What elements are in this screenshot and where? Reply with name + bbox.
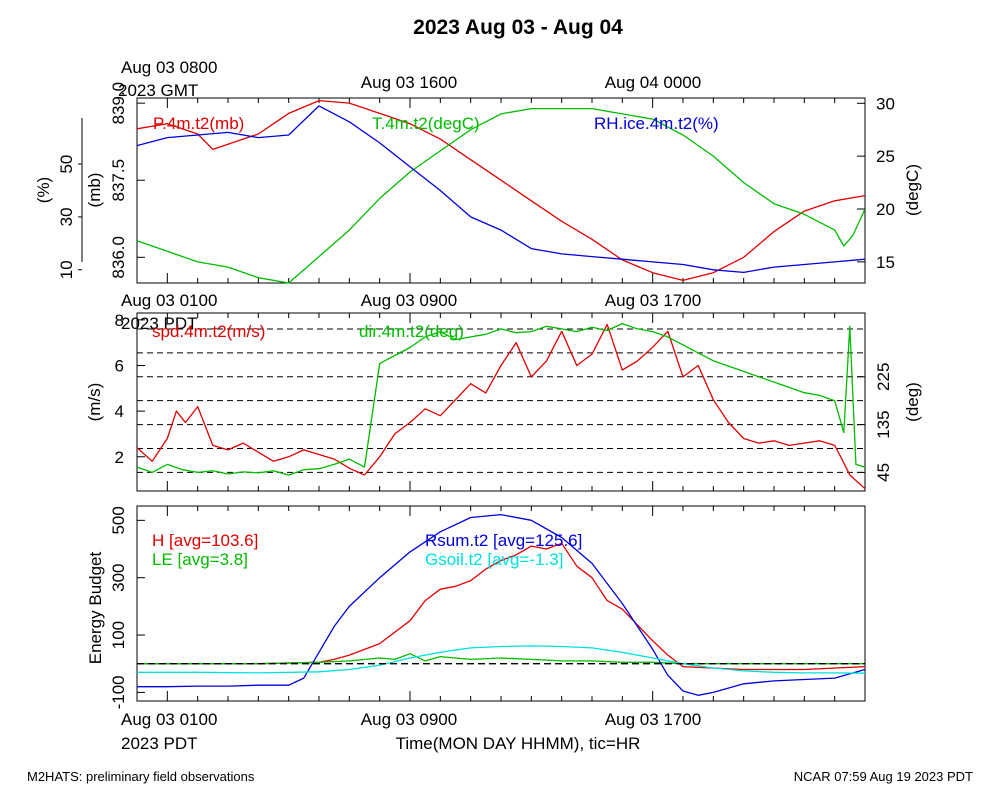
legend-speed: spd.4m.t2(m/s) <box>152 322 265 341</box>
legend-rsum-avg: [avg=125.6] <box>493 531 582 550</box>
legend-h-name: H <box>152 531 164 550</box>
speed-axis-label: (m/s) <box>85 383 104 422</box>
temperature-tick-label: 15 <box>876 253 895 272</box>
pdt-last-label: Aug 03 1700 <box>605 291 701 310</box>
pressure-axis-label: (mb) <box>85 173 104 208</box>
legend-gsoil-avg: [avg=-1.3] <box>487 550 563 569</box>
energy-tick-label: 500 <box>109 506 128 534</box>
speed-tick-label: 8 <box>115 311 124 330</box>
x-axis-title: Time(MON DAY HHMM), tic=HR <box>396 734 641 753</box>
pdt-mid-label: Aug 03 0900 <box>361 291 457 310</box>
direction-tick-label: 225 <box>874 363 893 391</box>
series-line-h <box>137 542 866 671</box>
series-line-gsoil-t2 <box>137 645 866 674</box>
gmt-mid-label: Aug 03 1600 <box>361 73 457 92</box>
footer-right: NCAR 07:59 Aug 19 2023 PDT <box>794 769 973 784</box>
legend-le-avg: [avg=3.8] <box>178 550 248 569</box>
temperature-tick-label: 30 <box>876 94 895 113</box>
legend-le-name: LE <box>152 550 173 569</box>
humidity-axis-label: (%) <box>34 177 53 203</box>
speed-tick-label: 4 <box>115 402 124 421</box>
panel-energy-budget: -100 100 300 500 Energy Budget H [avg=103.6… <box>86 505 866 709</box>
panel2-reference-lines <box>137 328 865 473</box>
legend-rsum: Rsum.t2 [avg=125.6] <box>425 531 582 550</box>
legend-gsoil: Gsoil.t2 [avg=-1.3] <box>425 550 563 569</box>
energy-axis-label: Energy Budget <box>86 551 105 664</box>
series-line-rh-ice-4m-t2 <box>136 105 866 274</box>
panel1-y-ticks: 836.0 837.5 839.0 10 30 50 15 20 25 30 <box>57 82 895 279</box>
panel-pressure-temperature-humidity: 836.0 837.5 839.0 10 30 50 15 20 25 30 (%) (mb) (… <box>34 82 922 284</box>
legend-h-avg: [avg=103.6] <box>169 531 258 550</box>
panel3-x-ticks <box>136 506 866 701</box>
direction-axis-label: (deg) <box>903 382 922 422</box>
bottom-zone-label: 2023 PDT <box>121 734 198 753</box>
panel1-series <box>136 99 866 284</box>
humidity-tick-label: 50 <box>57 155 76 174</box>
temperature-tick-label: 20 <box>876 200 895 219</box>
panel2-y-ticks: 2 4 6 8 45 135 225 <box>115 311 893 482</box>
bottom-mid-label: Aug 03 0900 <box>361 710 457 729</box>
legend-pressure: P.4m.t2(mb) <box>153 114 244 133</box>
legend-temperature: T.4m.t2(degC) <box>372 114 480 133</box>
series-line-spd-4m-t2-m-s <box>136 323 866 490</box>
humidity-tick-label: 10 <box>57 260 76 279</box>
panel3-y-ticks: -100 100 300 500 <box>109 506 145 709</box>
footer-left: M2HATS: preliminary field observations <box>27 769 255 784</box>
gmt-last-label: Aug 04 0000 <box>605 73 701 92</box>
series-line-t-4m-t2-degc <box>136 107 866 284</box>
pressure-tick-label: 839.0 <box>109 82 128 125</box>
panel2-x-ticks <box>136 313 866 491</box>
gmt-first-label: Aug 03 0800 <box>121 58 217 77</box>
direction-tick-label: 45 <box>874 463 893 482</box>
legend-h: H [avg=103.6] <box>152 531 258 550</box>
direction-tick-label: 135 <box>874 410 893 438</box>
speed-tick-label: 6 <box>115 356 124 375</box>
pdt-zone-label: 2023 PDT <box>121 314 198 333</box>
panel3-series <box>137 513 866 696</box>
energy-tick-label: 300 <box>109 564 128 592</box>
legend-le: LE [avg=3.8] <box>152 550 248 569</box>
energy-tick-label: 100 <box>109 621 128 649</box>
series-line-p-4m-t2-mb <box>136 99 866 282</box>
temperature-tick-label: 25 <box>876 147 895 166</box>
legend-direction: dir.4m.t2(deg) <box>359 322 464 341</box>
legend-gsoil-name: Gsoil.t2 <box>425 550 483 569</box>
legend-rsum-name: Rsum.t2 <box>425 531 488 550</box>
series-line-le <box>137 653 865 665</box>
figure-title: 2023 Aug 03 - Aug 04 <box>413 16 623 39</box>
series-line-dir-4m-t2-deg <box>136 322 866 476</box>
temperature-axis-label: (degC) <box>903 164 922 216</box>
energy-tick-label: -100 <box>109 675 128 709</box>
panel2-series <box>136 322 866 490</box>
bottom-last-label: Aug 03 1700 <box>605 710 701 729</box>
pressure-tick-label: 837.5 <box>109 159 128 202</box>
series-line-rsum-t2 <box>137 513 866 696</box>
speed-tick-label: 2 <box>115 448 124 467</box>
pdt-first-label: Aug 03 0100 <box>121 291 217 310</box>
bottom-first-label: Aug 03 0100 <box>121 710 217 729</box>
gmt-zone-label: 2023 GMT <box>118 81 198 100</box>
legend-humidity: RH.ice.4m.t2(%) <box>594 114 719 133</box>
pressure-tick-label: 836.0 <box>109 236 128 279</box>
humidity-tick-label: 30 <box>57 207 76 226</box>
